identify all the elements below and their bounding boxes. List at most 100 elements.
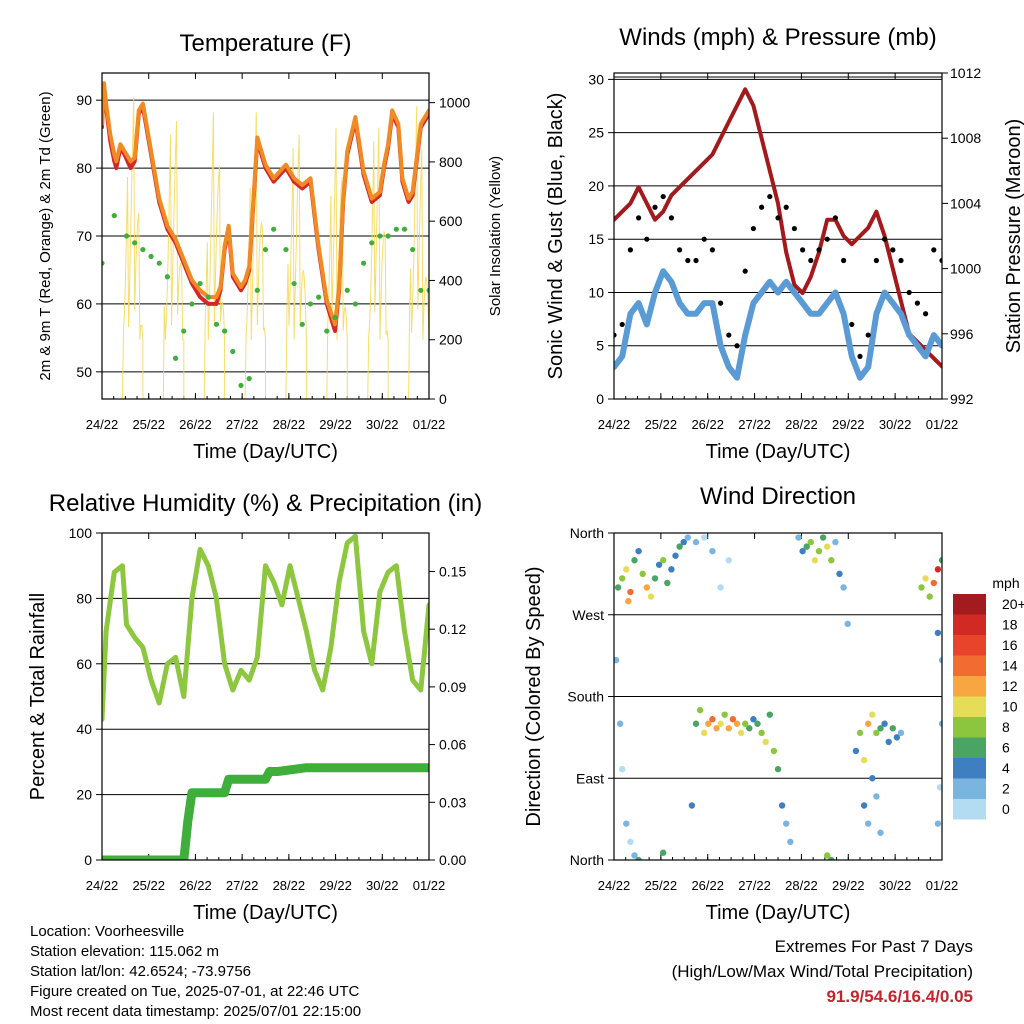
direction-point bbox=[619, 765, 626, 773]
series-group bbox=[102, 81, 429, 399]
legend-swatch bbox=[953, 635, 986, 656]
y2-tick-label: 0.12 bbox=[439, 621, 466, 637]
data-point bbox=[426, 287, 429, 293]
y2-tick-label: 400 bbox=[439, 272, 463, 288]
x-tick-label: 25/22 bbox=[132, 878, 165, 893]
y2-tick-label: 0.06 bbox=[439, 737, 466, 753]
y-tick-label: 40 bbox=[76, 721, 92, 737]
x-tick-label: 24/22 bbox=[598, 417, 631, 432]
x-axis-label: Time (Day/UTC) bbox=[193, 441, 338, 463]
data-point bbox=[230, 348, 236, 355]
legend-swatch bbox=[953, 799, 986, 820]
data-point bbox=[418, 287, 424, 293]
direction-point bbox=[873, 729, 880, 737]
legend-label: 8 bbox=[1002, 719, 1010, 735]
data-point bbox=[262, 246, 269, 253]
direction-point bbox=[869, 711, 876, 718]
y-tick-label: 70 bbox=[76, 228, 92, 244]
x-tick-label: 30/22 bbox=[366, 878, 399, 893]
y-tick-label: 0 bbox=[596, 391, 604, 407]
legend-swatch bbox=[953, 778, 986, 799]
y2-tick-label: 1004 bbox=[950, 195, 981, 211]
data-point bbox=[254, 287, 260, 293]
data-point bbox=[775, 215, 781, 221]
direction-point bbox=[799, 547, 806, 555]
y-tick-label: 25 bbox=[588, 125, 604, 141]
data-point bbox=[636, 215, 642, 221]
legend-swatch bbox=[953, 655, 986, 676]
data-point bbox=[824, 236, 830, 242]
x-tick-label: 25/22 bbox=[132, 417, 165, 432]
direction-point bbox=[717, 584, 724, 591]
data-point bbox=[181, 328, 187, 334]
y-axis-label: Sonic Wind & Gust (Blue, Black) bbox=[545, 93, 567, 380]
y-tick-label: 100 bbox=[69, 525, 93, 541]
station-info: Location: Voorheesville Station elevatio… bbox=[30, 922, 361, 1022]
data-point bbox=[816, 247, 822, 253]
x-tick-label: 26/22 bbox=[691, 878, 724, 893]
y-tick-label: 50 bbox=[76, 364, 92, 380]
extremes-values: 91.9/54.6/16.4/0.05 bbox=[826, 987, 973, 1006]
direction-point bbox=[709, 716, 716, 723]
legend-swatch bbox=[953, 717, 986, 738]
legend-label: 14 bbox=[1002, 658, 1018, 674]
legend-label: 2 bbox=[1002, 781, 1010, 797]
legend-label: 12 bbox=[1002, 678, 1018, 694]
direction-point bbox=[758, 729, 765, 737]
data-point bbox=[734, 343, 740, 349]
direction-point bbox=[631, 557, 638, 564]
direction-point bbox=[828, 856, 835, 860]
legend-label: 10 bbox=[1002, 699, 1018, 715]
created-text: Figure created on Tue, 2025-07-01, at 22… bbox=[30, 983, 360, 1000]
y-tick-label: West bbox=[572, 607, 604, 623]
plot-frame bbox=[101, 532, 430, 861]
direction-point bbox=[635, 856, 642, 860]
data-point bbox=[627, 247, 634, 253]
data-point bbox=[701, 236, 707, 242]
y-tick-label: 30 bbox=[588, 71, 604, 87]
data-point bbox=[361, 260, 367, 266]
direction-point bbox=[918, 584, 925, 591]
direction-point bbox=[725, 557, 732, 564]
direction-point bbox=[840, 584, 847, 591]
direction-point bbox=[897, 729, 905, 737]
direction-point bbox=[893, 734, 901, 741]
direction-point bbox=[696, 706, 704, 714]
direction-point bbox=[729, 716, 737, 723]
x-tick-label: 24/22 bbox=[86, 878, 119, 893]
direction-point bbox=[828, 557, 835, 564]
direction-point bbox=[733, 720, 741, 727]
x-tick-label: 01/22 bbox=[926, 878, 959, 893]
y2-axis-label: Station Pressure (Maroon) bbox=[1003, 119, 1024, 354]
y2-tick-label: 0.09 bbox=[439, 679, 466, 695]
direction-point bbox=[836, 570, 843, 578]
data-point bbox=[808, 257, 814, 264]
direction-point bbox=[614, 656, 620, 664]
chart-title: Wind Direction bbox=[700, 483, 856, 510]
y2-tick-label: 1012 bbox=[950, 65, 981, 81]
direction-point bbox=[647, 593, 655, 600]
x-tick-label: 01/22 bbox=[413, 878, 446, 893]
direction-point bbox=[631, 852, 638, 859]
legend-label: 4 bbox=[1002, 760, 1010, 776]
data-point bbox=[726, 332, 732, 338]
direction-point bbox=[619, 575, 626, 582]
data-point bbox=[307, 301, 314, 307]
data-point bbox=[791, 225, 798, 232]
y2-tick-label: 0.15 bbox=[439, 563, 466, 579]
direction-point bbox=[881, 720, 888, 727]
x-axis-label: Time (Day/UTC) bbox=[193, 902, 338, 924]
direction-point bbox=[869, 775, 876, 782]
data-point bbox=[246, 376, 252, 382]
y-tick-label: 0 bbox=[84, 852, 92, 868]
data-point bbox=[939, 257, 942, 264]
data-point bbox=[111, 213, 117, 219]
direction-point bbox=[701, 729, 708, 737]
legend-swatch bbox=[953, 758, 986, 779]
direction-point bbox=[889, 725, 896, 732]
direction-point bbox=[860, 802, 868, 809]
data-point bbox=[882, 236, 888, 242]
y-tick-label: 10 bbox=[588, 284, 604, 300]
x-tick-label: 01/22 bbox=[926, 417, 959, 432]
